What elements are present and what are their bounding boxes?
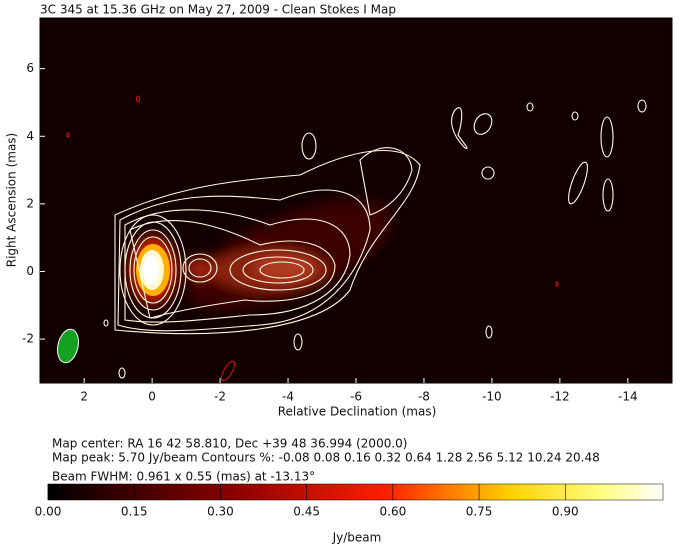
colorbar-tick-label: 0.90 bbox=[552, 505, 579, 519]
y-tick-label: 2 bbox=[26, 196, 34, 210]
x-tick-label: -8 bbox=[418, 390, 430, 404]
y-tick-label: 6 bbox=[26, 61, 34, 75]
chart-title: 3C 345 at 15.36 GHz on May 27, 2009 - Cl… bbox=[40, 3, 396, 17]
colorbar-tick-label: 0.15 bbox=[121, 505, 148, 519]
x-tick-label: -6 bbox=[350, 390, 362, 404]
x-tick-label: -2 bbox=[214, 390, 226, 404]
x-axis-label: Relative Declination (mas) bbox=[278, 405, 437, 419]
y-tick-label: -2 bbox=[22, 332, 34, 346]
colorbar-tick-label: 0.45 bbox=[293, 505, 320, 519]
colorbar-tick-label: 0.60 bbox=[380, 505, 407, 519]
colorbar-tick-label: 0.75 bbox=[466, 505, 493, 519]
chart: 3C 345 at 15.36 GHz on May 27, 2009 - Cl… bbox=[0, 0, 687, 547]
colorbar-tick-label: 0.00 bbox=[35, 505, 62, 519]
x-tick-label: -12 bbox=[550, 390, 570, 404]
x-tick-label: 2 bbox=[80, 390, 88, 404]
colorbar-tick-label: 0.30 bbox=[207, 505, 234, 519]
x-tick-label: -4 bbox=[282, 390, 294, 404]
colorbar bbox=[48, 484, 663, 500]
note: Map center: RA 16 42 58.810, Dec +39 48 … bbox=[52, 437, 407, 451]
y-tick-label: 4 bbox=[26, 129, 34, 143]
note: Beam FWHM: 0.961 x 0.55 (mas) at -13.13° bbox=[52, 470, 315, 484]
colorbar-label: Jy/beam bbox=[332, 531, 382, 545]
y-axis-label: Right Ascension (mas) bbox=[5, 133, 19, 267]
x-tick-label: 0 bbox=[148, 390, 156, 404]
x-tick-label: -10 bbox=[482, 390, 502, 404]
x-tick-label: -14 bbox=[618, 390, 638, 404]
y-tick-label: 0 bbox=[26, 264, 34, 278]
note: Map peak: 5.70 Jy/beam Contours %: -0.08… bbox=[52, 451, 600, 465]
